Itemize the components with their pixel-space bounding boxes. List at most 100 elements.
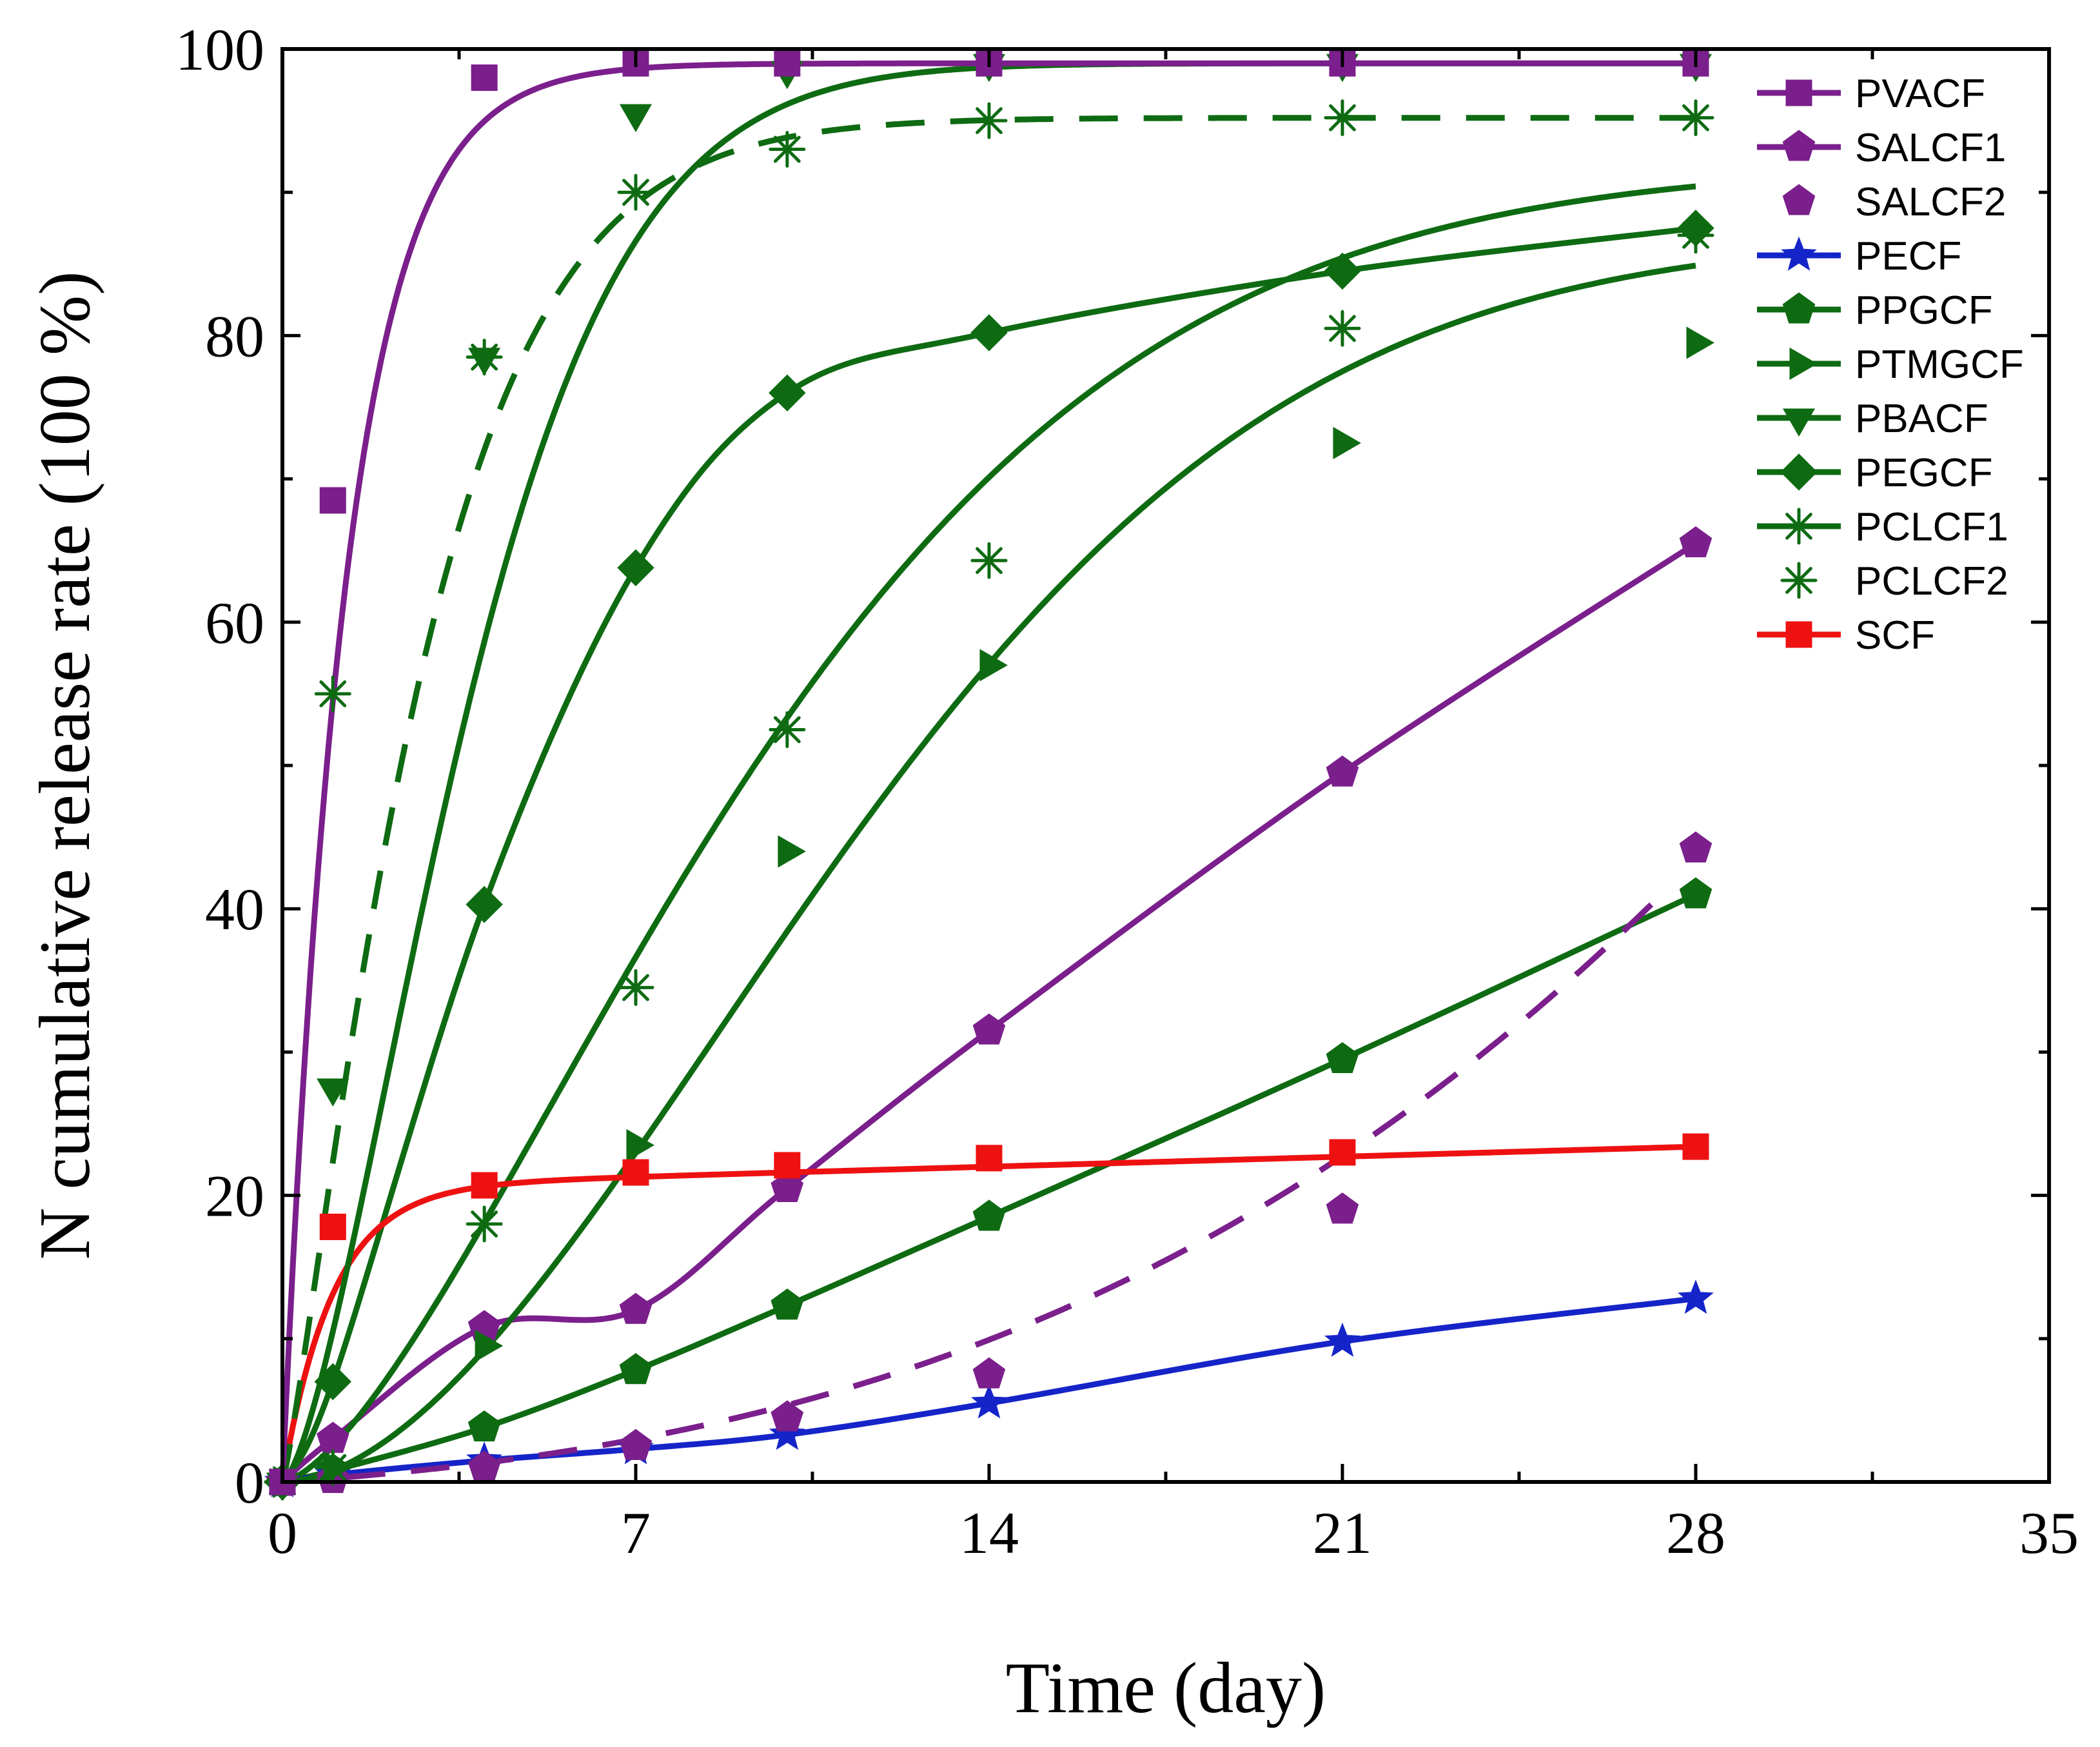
legend-marker <box>1782 292 1816 324</box>
point-salcf1 <box>1679 526 1712 558</box>
point-ppgcf <box>467 1410 501 1442</box>
point-scf <box>471 1172 498 1199</box>
point-pecf <box>1324 1322 1360 1357</box>
legend-marker <box>1782 130 1816 161</box>
point-salcf2 <box>972 1357 1006 1388</box>
asterisk-stroke <box>319 680 347 707</box>
legend-marker <box>1789 347 1818 380</box>
curve-salcf2 <box>282 898 1658 1485</box>
legend-item-ppgcf: PPGCF <box>1757 288 1993 333</box>
legend-marker <box>1780 562 1818 599</box>
legend-item-pbacf: PBACF <box>1757 397 1988 441</box>
point-pegcf <box>769 374 806 412</box>
legend-label: PEGCF <box>1855 451 1993 495</box>
point-pecf <box>971 1384 1007 1419</box>
legend-marker <box>1782 408 1816 437</box>
legend-label: PCLCF1 <box>1855 505 2008 549</box>
markers-pvacf <box>269 50 1709 1495</box>
axes: 0 7 14 21 28 35 0 20 40 60 80 100 <box>175 17 2079 1566</box>
markers-pclcf1 <box>264 217 1714 1501</box>
point-salcf2 <box>1679 831 1712 863</box>
y-axis-label: N cumulative release rate (100 %) <box>25 271 105 1259</box>
point-pecf <box>1678 1279 1714 1314</box>
plot-frame <box>280 47 2051 1484</box>
point-ptmgcf <box>626 1129 654 1161</box>
point-pclcf2 <box>1677 99 1714 137</box>
asterisk-stroke <box>1682 104 1709 132</box>
asterisk-stroke <box>1329 104 1356 132</box>
point-pclcf1 <box>617 969 654 1006</box>
point-pegcf <box>466 885 503 923</box>
point-salcf2 <box>619 1428 653 1460</box>
markers-ptmgcf <box>273 326 1714 1499</box>
point-pclcf1 <box>466 1205 503 1243</box>
point-salcf2 <box>1326 1192 1359 1224</box>
legend-item-pecf: PECF <box>1757 234 1961 279</box>
point-pclcf1 <box>769 711 806 748</box>
legend-item-pclcf2: PCLCF2 <box>1780 559 2008 604</box>
y-tick-label: 20 <box>205 1163 264 1229</box>
point-pclcf2 <box>617 173 654 211</box>
point-pclcf2 <box>970 102 1008 139</box>
asterisk-stroke <box>1785 567 1812 594</box>
legend-label: PPGCF <box>1855 288 1993 333</box>
legend-marker <box>1785 621 1812 648</box>
point-ppgcf <box>1679 877 1712 909</box>
point-ppgcf <box>972 1199 1006 1231</box>
point-pbacf <box>317 1078 349 1107</box>
point-salcf2 <box>770 1400 804 1432</box>
point-pclcf1 <box>1324 310 1361 347</box>
legend-marker <box>1780 508 1818 545</box>
markers-pbacf <box>266 54 1712 1501</box>
point-pclcf1 <box>314 1449 351 1486</box>
legend-item-scf: SCF <box>1757 613 1935 658</box>
legend-marker <box>1782 184 1816 215</box>
legend-marker <box>1785 79 1812 106</box>
y-tick-label: 0 <box>235 1450 264 1515</box>
point-ppgcf <box>619 1353 653 1385</box>
legend-item-pclcf1: PCLCF1 <box>1757 505 2008 549</box>
x-tick-label: 0 <box>268 1500 297 1566</box>
fit-curves <box>279 60 1698 1485</box>
legend-label: PCLCF2 <box>1855 559 2008 604</box>
curve-ppgcf <box>281 891 1697 1485</box>
point-scf <box>1682 1133 1709 1160</box>
point-salcf1 <box>972 1013 1006 1045</box>
asterisk-stroke <box>976 107 1003 134</box>
point-scf <box>774 1152 801 1179</box>
x-tick-label: 35 <box>2019 1500 2079 1566</box>
legend-item-pegcf: PEGCF <box>1757 451 1993 495</box>
legend-item-salcf2: SALCF2 <box>1782 180 2006 224</box>
asterisk-stroke <box>773 135 801 163</box>
y-tick-label: 60 <box>205 590 264 656</box>
point-pbacf <box>619 104 653 133</box>
asterisk-stroke <box>319 1454 347 1481</box>
legend-label: PVACF <box>1855 72 1985 116</box>
point-ptmgcf <box>475 1329 504 1363</box>
point-pecf <box>769 1416 805 1450</box>
x-tick-label: 21 <box>1313 1500 1372 1566</box>
asterisk-stroke <box>622 179 649 206</box>
curve-pegcf <box>279 225 1696 1484</box>
legend: PVACF SALCF1 SALCF2 PECF PPGCF PTMGCF PBACF PEG… <box>1757 72 2024 658</box>
point-pegcf <box>1324 252 1361 290</box>
legend-item-salcf1: SALCF1 <box>1757 126 2006 170</box>
legend-label: PTMGCF <box>1855 342 2024 387</box>
markers-ppgcf <box>266 877 1712 1496</box>
legend-label: SALCF2 <box>1855 180 2006 224</box>
curve-pecf <box>282 1296 1696 1485</box>
asterisk-stroke <box>976 547 1003 575</box>
point-pvacf <box>319 487 346 514</box>
point-pclcf2 <box>1324 99 1361 137</box>
point-ptmgcf <box>778 835 806 868</box>
point-pegcf <box>617 549 654 587</box>
y-tick-label: 80 <box>205 303 264 369</box>
asterisk-stroke <box>773 716 801 744</box>
point-pvacf <box>774 50 801 77</box>
data-markers <box>264 50 1714 1501</box>
point-pclcf2 <box>769 131 806 168</box>
point-ppgcf <box>770 1288 804 1320</box>
legend-item-pvacf: PVACF <box>1757 72 1985 116</box>
point-pbacf <box>468 348 501 376</box>
asterisk-stroke <box>1785 513 1812 540</box>
